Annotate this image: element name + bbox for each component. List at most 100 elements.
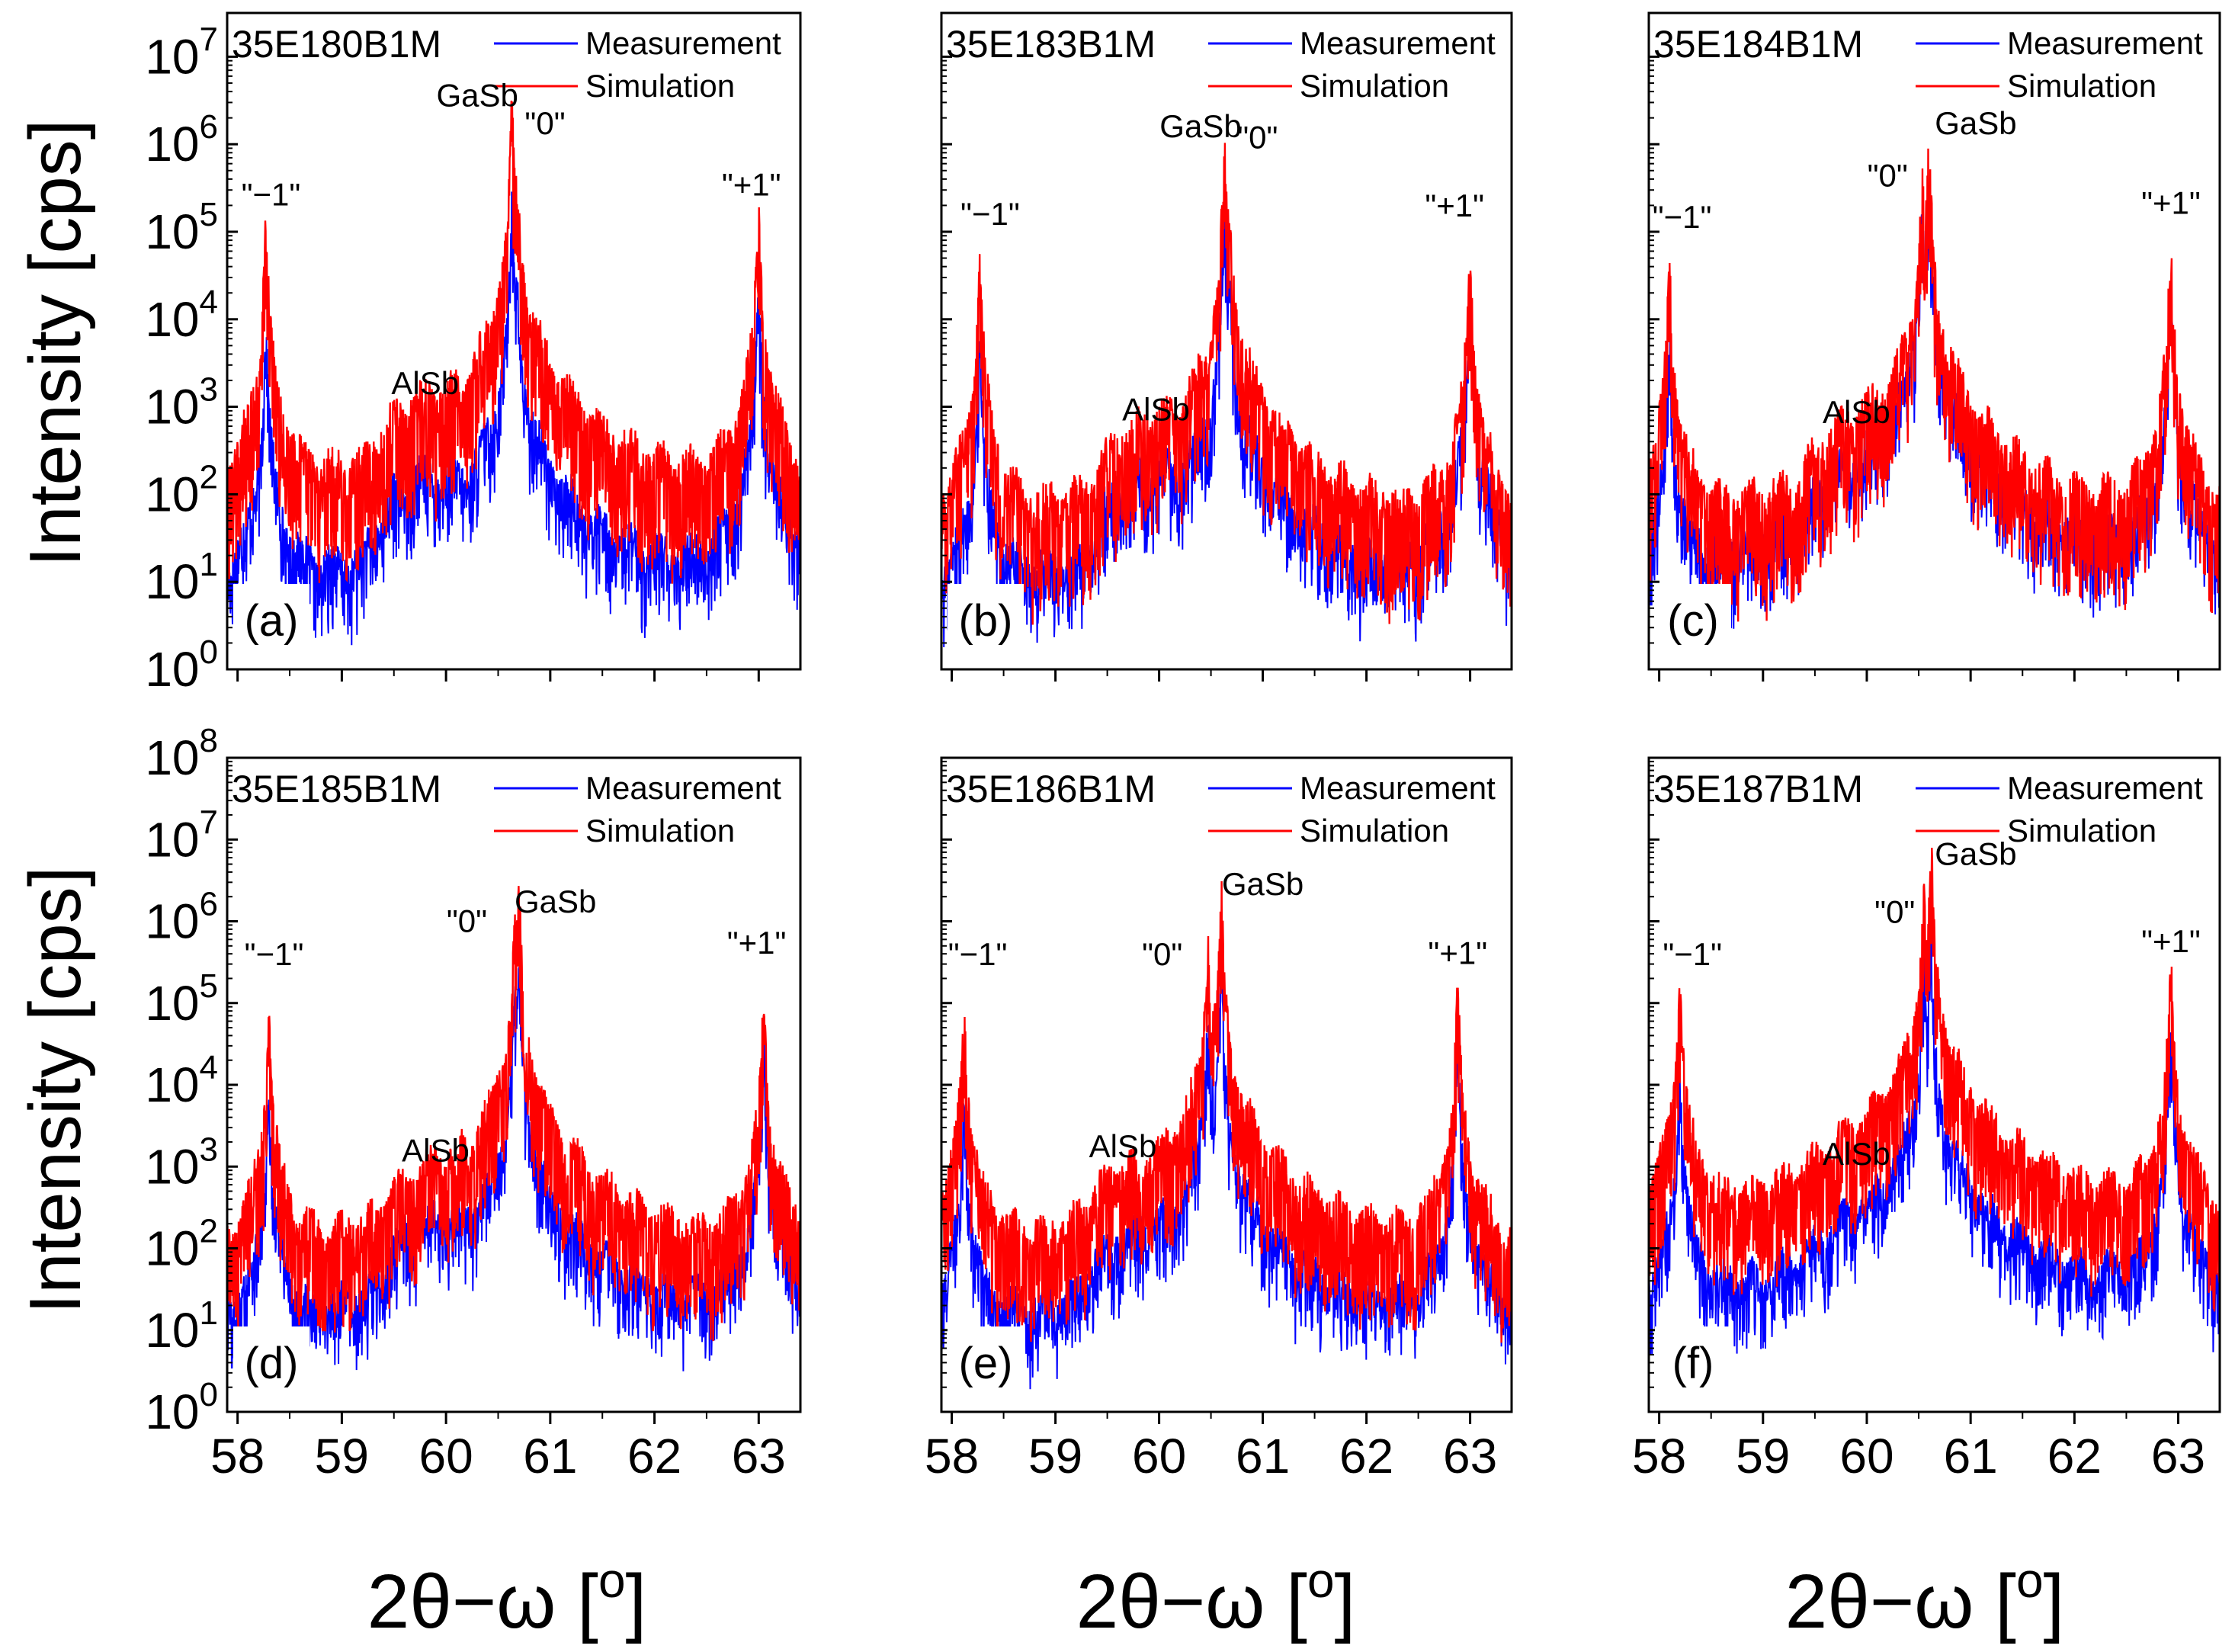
peak-annotation: "−1" <box>245 936 304 972</box>
peak-annotation: "+1" <box>727 925 787 961</box>
panel-label: (e) <box>959 1339 1013 1388</box>
xtick-label: 59 <box>1028 1429 1082 1484</box>
legend-label-simulation: Simulation <box>585 68 735 104</box>
peak-annotation: "0" <box>1142 936 1182 972</box>
peak-annotation: "+1" <box>2141 923 2201 959</box>
panel-label: (d) <box>245 1339 299 1388</box>
panel-label-box <box>1655 584 1731 657</box>
panel-b: 35E183B1M Measurement Simulation "−1" GaSb"0… <box>940 11 1513 682</box>
xtick-label: 58 <box>210 1429 265 1484</box>
simulation-series <box>227 886 800 1342</box>
ytick-label: 103 <box>145 371 218 435</box>
peak-annotation: AlSb <box>402 1133 470 1169</box>
peak-annotation: "−1" <box>1653 199 1712 235</box>
xtick-label: 63 <box>732 1429 786 1484</box>
legend-label-measurement: Measurement <box>585 770 781 806</box>
peak-annotation: AlSb <box>1089 1128 1157 1164</box>
peak-annotation: "−1" <box>1663 936 1722 972</box>
peak-annotation: "0" <box>447 903 487 939</box>
simulation-series <box>941 881 1512 1343</box>
xlabel-close: ] <box>2044 1559 2065 1644</box>
xtick-label: 58 <box>925 1429 979 1484</box>
peak-annotation: AlSb <box>391 365 459 401</box>
measurement-series <box>941 967 1512 1390</box>
ytick-label: 105 <box>145 196 218 259</box>
peak-annotation: "0" <box>1868 157 1908 193</box>
peak-annotation: GaSb <box>1935 105 2016 141</box>
legend-label-measurement: Measurement <box>1300 25 1496 61</box>
peak-annotation: "−1" <box>960 196 1020 232</box>
ytick-label: 101 <box>145 546 218 609</box>
legend-label-simulation: Simulation <box>2007 813 2156 848</box>
peak-annotation: "−1" <box>242 176 301 212</box>
xtick-label: 61 <box>1944 1429 1998 1484</box>
ytick-label: 100 <box>145 634 218 697</box>
ytick-label: 106 <box>145 108 218 172</box>
peak-annotation: GaSb <box>436 78 518 114</box>
peak-annotation: AlSb <box>1823 394 1890 430</box>
axes-frame <box>1647 11 2221 671</box>
ytick-label: 107 <box>145 21 218 84</box>
plot-area <box>227 886 800 1375</box>
xtick-label: 59 <box>1736 1429 1790 1484</box>
ytick-label: 107 <box>145 804 218 867</box>
xtick-label: 61 <box>1236 1429 1290 1484</box>
ytick-label: 104 <box>145 284 218 347</box>
ytick-label: 105 <box>145 967 218 1031</box>
xlabel-close: ] <box>1335 1559 1356 1644</box>
xlabel-right: 2θ−ω [o] <box>1785 1553 2065 1644</box>
panel-c: 35E184B1M Measurement Simulation "−1" "0" GaS… <box>1647 11 2221 682</box>
xtick-label: 63 <box>2151 1429 2205 1484</box>
legend-label-measurement: Measurement <box>2007 770 2203 806</box>
sample-name: 35E187B1M <box>1653 768 1863 810</box>
panel-label-box <box>948 584 1024 657</box>
simulation-series <box>1649 148 2220 622</box>
peak-annotation: "+1" <box>1428 935 1487 971</box>
xtick-label: 59 <box>315 1429 369 1484</box>
axes-frame <box>226 11 802 671</box>
measurement-series <box>227 191 800 646</box>
legend-label-measurement: Measurement <box>585 25 781 61</box>
peak-annotation: "0" <box>524 105 565 141</box>
legend-label-simulation: Simulation <box>1300 813 1449 848</box>
xtick-label: 60 <box>1839 1429 1893 1484</box>
panel-label-box <box>1655 1326 1731 1400</box>
sample-name: 35E185B1M <box>232 768 441 810</box>
legend-label-simulation: Simulation <box>2007 68 2156 104</box>
panel-label-box <box>233 1326 309 1400</box>
panel-label: (b) <box>959 596 1013 646</box>
panel-f: 58 59 60 61 62 63 35E187B1M Measurement Simulati… <box>1632 756 2221 1484</box>
simulation-series <box>227 101 800 584</box>
xlabel-main: 2θ−ω [ <box>1076 1559 1307 1644</box>
legend-label-simulation: Simulation <box>585 813 735 848</box>
peak-annotation: GaSb <box>515 884 596 919</box>
xlabel-middle: 2θ−ω [o] <box>1076 1553 1356 1644</box>
xlabel-sup: o <box>598 1553 626 1608</box>
ytick-label: 100 <box>145 1376 218 1439</box>
ytick-label: 102 <box>145 458 218 521</box>
peak-annotation: "+1" <box>1425 188 1484 223</box>
peak-annotation: "−1" <box>948 936 1008 972</box>
legend-label-measurement: Measurement <box>2007 25 2203 61</box>
plot-area <box>1649 148 2220 629</box>
svg-text:2θ−ω [o]: 2θ−ω [o] <box>1785 1553 2065 1644</box>
panel-label: (a) <box>245 596 299 646</box>
xlabel-main: 2θ−ω [ <box>1785 1559 2016 1644</box>
sample-name: 35E186B1M <box>946 768 1156 810</box>
ytick-label: 101 <box>145 1294 218 1358</box>
xtick-label: 58 <box>1632 1429 1686 1484</box>
ylabel-bottom: Intensity [cps] <box>14 867 96 1314</box>
legend-label-measurement: Measurement <box>1300 770 1496 806</box>
measurement-series <box>227 966 800 1375</box>
panel-label: (c) <box>1667 596 1719 646</box>
xtick-label: 62 <box>627 1429 681 1484</box>
xlabel-sup: o <box>1307 1553 1335 1608</box>
peak-annotation: "0" <box>1874 893 1915 929</box>
xtick-label: 62 <box>2047 1429 2102 1484</box>
axes-frame <box>940 11 1513 671</box>
panels: 100 101 102 103 104 105 106 107 35E180B1M Measure… <box>145 11 2221 1484</box>
xtick-label: 62 <box>1339 1429 1393 1484</box>
plot-area <box>941 881 1512 1390</box>
xlabel-main: 2θ−ω [ <box>367 1559 598 1644</box>
xtick-label: 60 <box>1132 1429 1186 1484</box>
